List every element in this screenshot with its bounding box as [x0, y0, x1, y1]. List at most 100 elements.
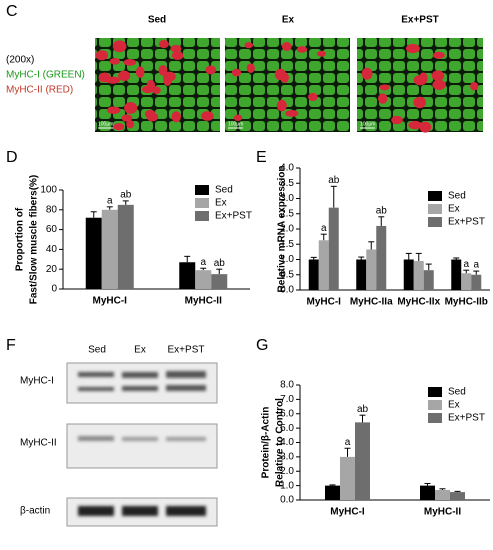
bar [366, 249, 377, 290]
red-fiber [163, 73, 172, 86]
x-tick-label: MyHC-II [185, 296, 222, 307]
red-fiber [118, 70, 131, 82]
stain-label: MyHC-I (GREEN) [6, 70, 85, 81]
bar [423, 270, 434, 290]
red-fiber [158, 39, 169, 49]
red-fiber [106, 106, 121, 115]
y-tick-label: 8.0 [280, 380, 294, 391]
y-tick-label: 2.5 [280, 208, 294, 219]
y-tick-label: 3.0 [280, 193, 294, 204]
annotation: ab [214, 258, 226, 269]
bar [420, 485, 435, 500]
panel-letter: F [6, 337, 16, 354]
bar [211, 274, 228, 289]
red-fiber [171, 51, 184, 61]
lane-label: Ex [134, 345, 146, 356]
panel-letter: D [6, 149, 18, 166]
red-fiber [413, 75, 427, 86]
red-fiber [95, 50, 108, 61]
column-label: Sed [148, 15, 166, 26]
legend-label: Ex+PST [448, 217, 485, 228]
row-label: MyHC-I [20, 376, 54, 387]
panel-letter: C [6, 3, 18, 20]
annotation: a [321, 223, 327, 234]
y-tick-label: 4.0 [280, 163, 294, 174]
band [166, 437, 206, 441]
red-fiber [391, 115, 403, 125]
bar [451, 259, 462, 290]
annotation: a [345, 437, 351, 448]
y-tick-label: 0.0 [280, 285, 294, 296]
annotation: a [107, 195, 113, 206]
y-tick-label: 2.0 [280, 224, 294, 235]
annotation: ab [328, 175, 340, 186]
bar [318, 240, 329, 290]
red-fiber [201, 111, 214, 121]
red-fiber [432, 51, 445, 59]
y-tick-label: 0.5 [280, 269, 294, 280]
red-fiber [296, 46, 308, 53]
scale-label: 100μm [98, 121, 113, 127]
column-label: Ex+PST [401, 15, 439, 26]
red-fiber [124, 102, 138, 114]
annotation: ab [376, 205, 388, 216]
y-tick-label: 7.0 [280, 394, 294, 405]
red-fiber [135, 66, 145, 78]
bar [117, 204, 134, 289]
red-fiber [317, 50, 326, 57]
legend-label: Sed [448, 191, 466, 202]
annotation: a [200, 257, 206, 268]
legend-swatch [195, 185, 209, 195]
x-tick-label: MyHC-I [330, 507, 365, 518]
legend-swatch [428, 400, 442, 410]
bar [471, 274, 482, 290]
bar [340, 456, 355, 500]
annotation: a [463, 259, 469, 270]
bar [101, 209, 118, 289]
x-tick-label: MyHC-IIx [397, 297, 440, 308]
red-fiber [98, 72, 111, 83]
band [78, 387, 114, 391]
blot [66, 423, 218, 469]
bar [85, 217, 102, 289]
bar [403, 259, 414, 290]
x-tick-label: MyHC-IIa [350, 297, 393, 308]
legend-swatch [428, 387, 442, 397]
magnification: (200x) [6, 55, 34, 66]
red-fiber [379, 84, 390, 91]
red-fiber [361, 67, 373, 80]
bar [450, 492, 465, 500]
red-fiber [276, 99, 287, 112]
y-tick-label: 5.0 [280, 423, 294, 434]
red-fiber [431, 70, 445, 82]
legend-swatch [428, 191, 442, 201]
y-axis-label: Relative mRNA expression [277, 166, 288, 293]
bar [195, 270, 212, 289]
annotation: ab [120, 190, 132, 201]
band [78, 372, 114, 377]
y-tick-label: 80 [46, 204, 58, 215]
red-fiber [109, 57, 121, 65]
y-tick-label: 1.5 [280, 239, 294, 250]
red-fiber [171, 111, 181, 123]
blots [66, 362, 218, 527]
legend-label: Ex [448, 400, 460, 411]
lane-label: Ex+PST [168, 345, 205, 356]
y-tick-label: 20 [46, 264, 58, 275]
band [166, 385, 206, 391]
red-fiber [413, 96, 427, 109]
stain-label: MyHC-II (RED) [6, 85, 73, 96]
bar [435, 489, 450, 500]
bar [328, 207, 339, 290]
red-fiber [170, 44, 182, 53]
y-axis-label: Proportion of [15, 207, 26, 271]
bar [461, 273, 472, 290]
legend-label: Ex+PST [215, 211, 252, 222]
red-fiber [378, 93, 388, 104]
x-tick-label: MyHC-IIb [445, 297, 488, 308]
band [122, 437, 158, 441]
y-axis-label: Relative to Control [275, 398, 286, 487]
row-label: MyHC-II [20, 438, 57, 449]
legend-swatch [428, 413, 442, 423]
